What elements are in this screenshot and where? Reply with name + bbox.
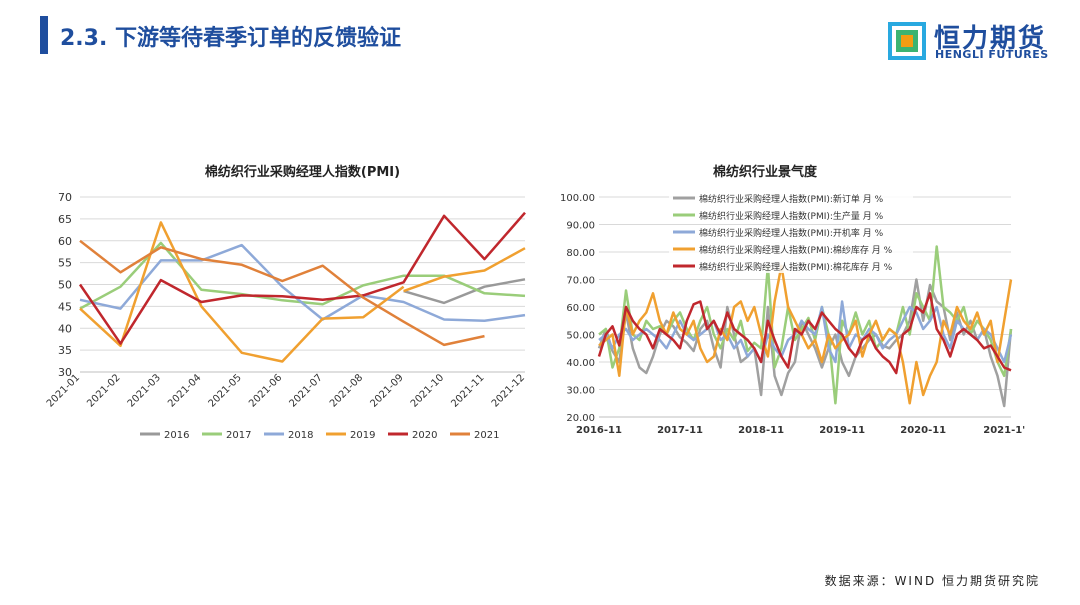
series-line-2020 — [78, 211, 526, 345]
y-tick-label: 60 — [58, 235, 72, 248]
y-tick-label: 45 — [58, 300, 72, 313]
y-tick-label: 90.00 — [566, 221, 595, 232]
chart-title: 棉纺织行业景气度 — [713, 164, 818, 180]
legend-label: 棉纺织行业采购经理人指数(PMI):开机率 月 % — [699, 227, 884, 239]
x-tick-label: 2021-07 — [288, 372, 325, 409]
industry-sentiment-line-chart: 棉纺织行业景气度 20.00 30.00 40.00 50.00 60.00 70.00 80… — [560, 164, 1025, 436]
x-tick-label: 2020-11 — [900, 425, 946, 436]
x-tick-label: 2021-10 — [409, 372, 446, 409]
x-tick-label: 2021-05 — [207, 372, 244, 409]
x-tick-label: 2019-11 — [819, 425, 865, 436]
x-tick-label: 2021-1' — [983, 425, 1025, 436]
legend-label: 2018 — [288, 430, 313, 441]
page-title: 2.3. 下游等待春季订单的反馈验证 — [60, 26, 401, 51]
legend-backdrop — [669, 242, 913, 256]
legend-backdrop — [669, 208, 913, 222]
title-accent-bar — [40, 16, 48, 54]
legend-backdrop — [669, 259, 913, 273]
legend-label: 2016 — [164, 430, 189, 441]
y-tick-label: 65 — [58, 213, 72, 226]
series-line-3 — [598, 264, 1013, 405]
x-tick-label: 2016-11 — [576, 425, 622, 436]
y-tick-label: 50 — [58, 279, 72, 292]
company-logo-icon — [888, 22, 926, 60]
legend-label: 2017 — [226, 430, 251, 441]
y-tick-label: 50.00 — [566, 331, 595, 342]
x-tick-label: 2021-06 — [247, 372, 284, 409]
logo-english-name: HENGLI FUTURES — [935, 48, 1049, 61]
pmi-yearly-line-chart: 棉纺织行业采购经理人指数(PMI) 30 35 40 45 50 55 60 65 70 2021-… — [45, 164, 527, 441]
x-tick-label: 2021-04 — [166, 372, 203, 409]
x-tick-label: 2021-12 — [490, 372, 527, 409]
series-line-2018 — [79, 243, 526, 323]
legend-label: 2021 — [474, 430, 499, 441]
y-tick-label: 30.00 — [566, 386, 595, 397]
logo-chinese-name: 恒力期货 — [934, 24, 1047, 54]
x-tick-label: 2017-11 — [657, 425, 703, 436]
y-tick-label: 100.00 — [560, 193, 595, 204]
y-tick-label: 40 — [58, 322, 72, 335]
series-line-extra — [403, 247, 526, 293]
y-tick-label: 55 — [58, 257, 72, 270]
y-tick-label: 40.00 — [566, 358, 595, 369]
legend-label: 棉纺织行业采购经理人指数(PMI):棉纱库存 月 % — [699, 244, 893, 256]
y-tick-label: 20.00 — [566, 413, 595, 424]
x-tick-label: 2021-11 — [449, 372, 486, 409]
x-tick-label: 2021-03 — [126, 372, 163, 409]
legend-label: 2020 — [412, 430, 437, 441]
legend-label: 2019 — [350, 430, 375, 441]
legend-label: 棉纺织行业采购经理人指数(PMI):生产量 月 % — [699, 210, 884, 222]
y-tick-label: 30 — [58, 366, 72, 379]
legend-backdrop — [669, 225, 913, 239]
x-tick-label: 2021-09 — [368, 372, 405, 409]
y-tick-label: 60.00 — [566, 303, 595, 314]
legend-label: 棉纺织行业采购经理人指数(PMI):棉花库存 月 % — [699, 261, 893, 273]
series-line-2016 — [403, 278, 526, 305]
y-tick-label: 35 — [58, 344, 72, 357]
series-line-4 — [597, 292, 1012, 375]
data-source-note: 数据来源：WIND 恒力期货研究院 — [824, 574, 1040, 588]
chart-title: 棉纺织行业采购经理人指数(PMI) — [205, 164, 400, 180]
legend-label: 棉纺织行业采购经理人指数(PMI):新订单 月 % — [699, 193, 884, 205]
y-tick-label: 80.00 — [566, 248, 595, 259]
x-tick-label: 2021-02 — [85, 372, 122, 409]
x-tick-label: 2021-08 — [328, 372, 365, 409]
legend-backdrop — [669, 191, 913, 205]
y-tick-label: 70 — [58, 191, 72, 204]
series-line-2019 — [79, 221, 405, 363]
y-tick-label: 70.00 — [566, 276, 595, 287]
series-line-2021 — [79, 239, 485, 347]
x-tick-label: 2018-11 — [738, 425, 784, 436]
